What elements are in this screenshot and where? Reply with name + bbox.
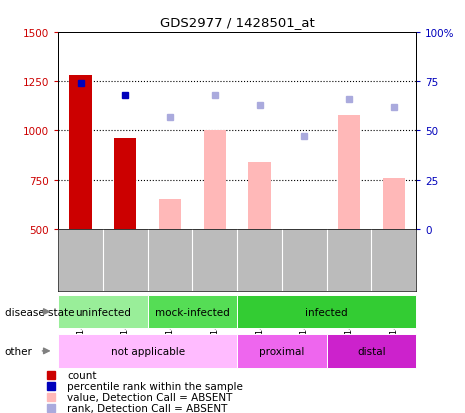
Bar	[58, 335, 237, 368]
Bar	[237, 295, 416, 329]
Text: distal: distal	[357, 346, 386, 356]
Bar	[248, 162, 271, 229]
Text: mock-infected: mock-infected	[155, 307, 230, 317]
Text: rank, Detection Call = ABSENT: rank, Detection Call = ABSENT	[67, 403, 228, 413]
Text: infected: infected	[306, 307, 348, 317]
Text: not applicable: not applicable	[111, 346, 185, 356]
Bar	[204, 131, 226, 229]
Bar	[159, 200, 181, 229]
Title: GDS2977 / 1428501_at: GDS2977 / 1428501_at	[160, 16, 314, 29]
Text: proximal: proximal	[259, 346, 305, 356]
Text: uninfected: uninfected	[75, 307, 131, 317]
Bar	[338, 115, 360, 229]
Bar	[114, 139, 136, 229]
Bar	[147, 295, 237, 329]
Text: other: other	[5, 346, 33, 356]
Bar	[383, 178, 405, 229]
Bar	[69, 76, 92, 229]
Text: count: count	[67, 370, 97, 380]
Bar	[58, 295, 147, 329]
Bar	[326, 335, 416, 368]
Text: disease state: disease state	[5, 307, 74, 317]
Text: percentile rank within the sample: percentile rank within the sample	[67, 381, 243, 391]
Text: value, Detection Call = ABSENT: value, Detection Call = ABSENT	[67, 392, 233, 402]
Bar	[237, 335, 326, 368]
